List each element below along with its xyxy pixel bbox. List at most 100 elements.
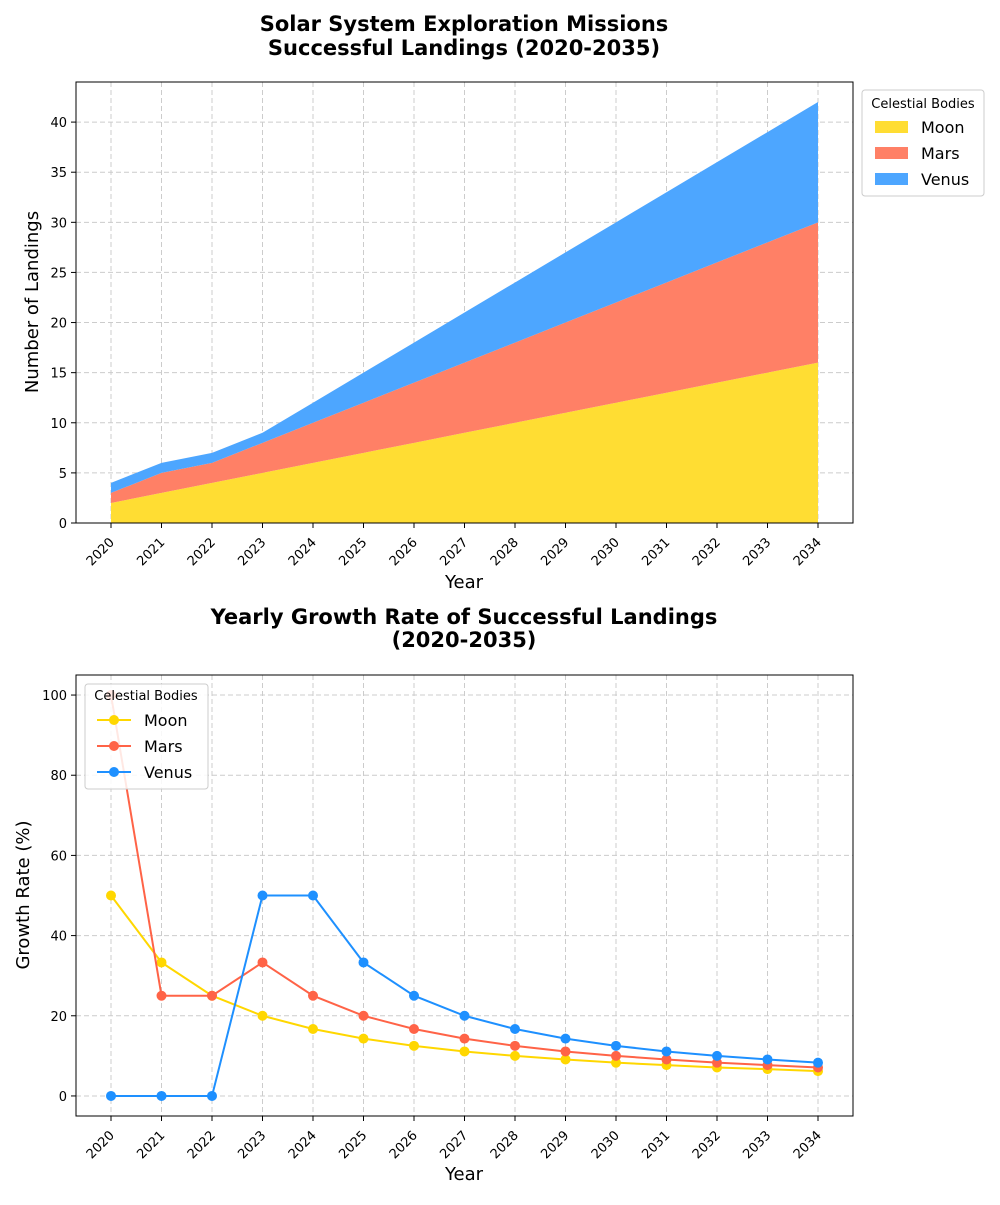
line-legend-label-mars: Mars <box>144 737 183 756</box>
line-chart-y-ticks: 0 20 40 60 80 100 <box>42 689 76 1105</box>
area-legend-swatch-moon <box>875 121 908 133</box>
area-chart-y-tick-label: 35 <box>50 166 67 181</box>
line-chart-legend: Celestial Bodies Moon Mars Venus <box>84 683 209 790</box>
point-mars-2022 <box>207 990 217 1001</box>
point-moon-2024 <box>308 1024 318 1035</box>
point-venus-2027 <box>459 1010 470 1021</box>
area-chart-x-tick-label: 2031 <box>639 535 673 569</box>
area-chart-x-tick-label: 2030 <box>589 535 623 569</box>
line-legend-marker-mars <box>109 741 119 751</box>
line-legend-marker-venus <box>109 767 119 777</box>
area-chart-x-tick-label: 2028 <box>488 535 522 569</box>
line-legend-title: Celestial Bodies <box>94 689 198 704</box>
line-legend-label-venus: Venus <box>144 763 192 782</box>
line-chart-x-tick-label: 2025 <box>336 1128 370 1162</box>
area-chart-x-tick-label: 2025 <box>336 535 370 569</box>
area-chart-x-tick-label: 2022 <box>185 535 219 569</box>
area-chart-y-tick-label: 15 <box>50 367 67 382</box>
line-legend-label-moon: Moon <box>144 711 188 730</box>
point-venus-2022 <box>207 1090 217 1101</box>
line-chart-x-tick-label: 2020 <box>84 1128 118 1162</box>
line-chart-y-tick-label: 80 <box>50 769 67 784</box>
line-chart-y-tick-label: 100 <box>42 689 67 704</box>
line-chart-y-tick-label: 60 <box>50 849 67 864</box>
point-mars-2028 <box>510 1040 520 1051</box>
line-chart-title-line2: (2020-2035) <box>392 628 537 652</box>
area-chart-x-axis-label: Year <box>444 572 484 593</box>
point-venus-2025 <box>358 957 369 968</box>
point-moon-2029 <box>560 1054 571 1065</box>
area-chart-y-tick-label: 40 <box>50 116 67 131</box>
line-chart-x-tick-label: 2031 <box>639 1128 673 1162</box>
area-legend-frame <box>861 89 985 197</box>
area-chart-x-tick-label: 2020 <box>84 535 118 569</box>
point-mars-2024 <box>308 990 318 1001</box>
line-chart-x-tick-label: 2022 <box>185 1128 219 1162</box>
area-chart-y-tick-label: 30 <box>50 216 67 231</box>
point-venus-2020 <box>106 1090 116 1101</box>
point-mars-2021 <box>156 990 167 1001</box>
line-chart-x-tick-label: 2032 <box>690 1128 724 1162</box>
area-chart-x-tick-label: 2021 <box>134 535 168 569</box>
area-legend-label-venus: Venus <box>921 170 969 189</box>
line-chart-x-tick-label: 2026 <box>387 1128 421 1162</box>
line-chart-x-tick-label: 2034 <box>791 1128 825 1162</box>
line-chart-x-tick-label: 2028 <box>488 1128 522 1162</box>
point-venus-2028 <box>510 1024 520 1035</box>
line-legend-frame <box>84 683 209 790</box>
line-chart-y-tick-label: 40 <box>50 930 67 945</box>
line-chart-x-tick-label: 2023 <box>235 1128 269 1162</box>
line-chart: Yearly Growth Rate of Successful Landing… <box>13 605 854 1185</box>
point-venus-2021 <box>156 1090 167 1101</box>
point-moon-2025 <box>358 1033 369 1044</box>
area-chart-y-tick-label: 20 <box>50 317 67 332</box>
point-moon-2021 <box>156 957 167 968</box>
area-legend-swatch-venus <box>875 173 908 185</box>
point-moon-2020 <box>106 890 116 901</box>
point-venus-2023 <box>257 890 268 901</box>
line-chart-x-tick-label: 2033 <box>740 1128 774 1162</box>
area-series-moon <box>111 362 818 523</box>
point-venus-2030 <box>611 1040 621 1051</box>
area-chart-x-tick-label: 2024 <box>286 535 320 569</box>
area-chart-x-tick-label: 2034 <box>791 535 825 569</box>
area-chart-y-ticks: 0 5 10 15 20 25 30 35 40 <box>50 116 76 532</box>
area-chart-y-tick-label: 0 <box>59 517 67 532</box>
area-chart-y-tick-label: 5 <box>59 467 67 482</box>
point-venus-2034 <box>813 1057 823 1068</box>
line-chart-y-axis-label: Growth Rate (%) <box>13 820 34 969</box>
area-chart-title-line2: Successful Landings (2020-2035) <box>268 36 660 60</box>
point-moon-2027 <box>459 1046 470 1057</box>
line-chart-x-tick-label: 2027 <box>437 1128 471 1162</box>
area-chart-x-tick-label: 2033 <box>740 535 774 569</box>
line-chart-series <box>106 690 823 1101</box>
line-chart-x-axis-label: Year <box>444 1164 484 1185</box>
line-chart-x-tick-label: 2021 <box>134 1128 168 1162</box>
point-venus-2031 <box>661 1046 672 1057</box>
point-moon-2023 <box>257 1010 268 1021</box>
point-venus-2026 <box>409 990 419 1001</box>
area-chart-x-tick-label: 2027 <box>437 535 471 569</box>
area-chart: Solar System Exploration Missions Succes… <box>22 12 985 593</box>
area-chart-x-tick-label: 2032 <box>690 535 724 569</box>
area-chart-title-line1: Solar System Exploration Missions <box>260 12 669 36</box>
area-chart-x-tick-label: 2026 <box>387 535 421 569</box>
line-chart-y-tick-label: 0 <box>59 1090 67 1105</box>
point-mars-2031 <box>661 1054 672 1065</box>
area-chart-y-axis-label: Number of Landings <box>22 211 43 393</box>
point-venus-2029 <box>560 1033 571 1044</box>
area-legend-label-moon: Moon <box>921 118 965 137</box>
point-venus-2024 <box>308 890 318 901</box>
point-mars-2026 <box>409 1024 419 1035</box>
line-chart-x-tick-label: 2030 <box>589 1128 623 1162</box>
line-chart-x-tick-label: 2024 <box>286 1128 320 1162</box>
point-moon-2026 <box>409 1040 419 1051</box>
area-legend-title: Celestial Bodies <box>871 97 975 112</box>
area-legend-swatch-mars <box>875 147 908 159</box>
area-chart-y-tick-label: 10 <box>50 417 67 432</box>
line-legend-marker-moon <box>109 715 119 725</box>
area-chart-x-ticks: 2020 2021 2022 2023 2024 2025 2026 2027 2028 2029… <box>84 523 825 569</box>
area-legend-label-mars: Mars <box>921 144 960 163</box>
